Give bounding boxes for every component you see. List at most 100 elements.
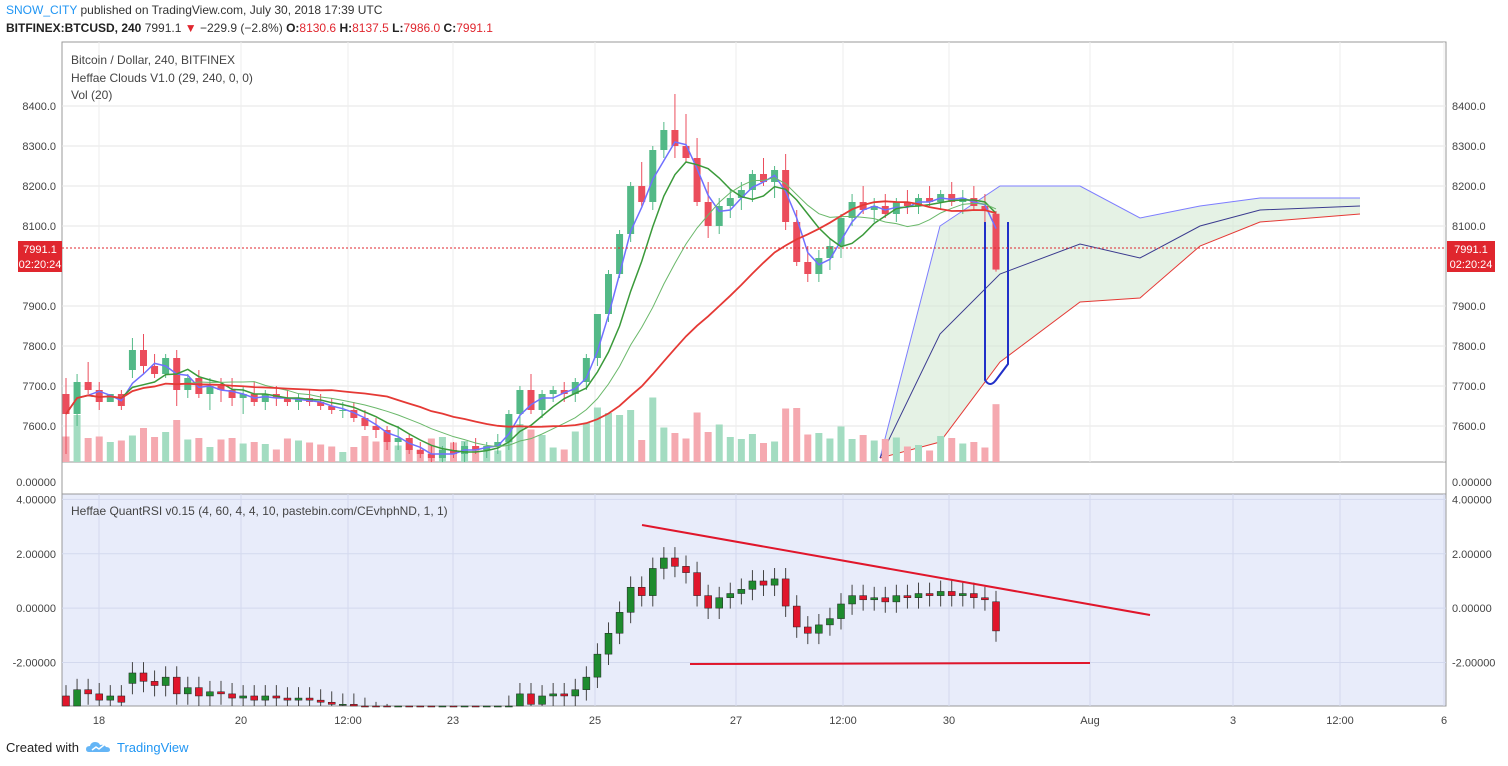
price-tick-right: 8100.0 bbox=[1452, 221, 1486, 233]
volume-bar bbox=[992, 404, 1000, 462]
rsi-candle bbox=[792, 595, 801, 638]
candle-body bbox=[427, 454, 435, 458]
rsi-candle bbox=[726, 582, 735, 609]
rsi-body bbox=[992, 601, 1000, 632]
rsi-candle bbox=[981, 586, 989, 611]
rsi-body bbox=[959, 593, 967, 596]
created-with-text: Created with bbox=[6, 739, 79, 755]
volume-bar bbox=[549, 447, 557, 462]
up-candle bbox=[593, 314, 601, 366]
open-value: 8130.6 bbox=[299, 21, 337, 35]
price-tick-left: 7600.0 bbox=[22, 421, 56, 433]
candle-body bbox=[660, 130, 668, 150]
volume-bar bbox=[760, 443, 767, 462]
candle-body bbox=[726, 198, 734, 206]
footer: Created with TradingView bbox=[6, 739, 189, 755]
volume-bar bbox=[638, 440, 646, 462]
candle-body bbox=[84, 382, 92, 390]
author-link[interactable]: SNOW_CITY bbox=[6, 3, 78, 17]
volume-bar bbox=[903, 446, 911, 462]
cloud-lower-line bbox=[879, 213, 1361, 459]
ma-red-line bbox=[65, 200, 997, 428]
legend-volume: Vol (20) bbox=[71, 88, 112, 102]
rsi-candle bbox=[881, 586, 890, 613]
left-price: 7991.1 bbox=[23, 244, 57, 256]
rsi-body bbox=[261, 695, 270, 701]
rsi-body bbox=[272, 695, 281, 699]
rsi-body bbox=[682, 566, 690, 573]
down-candle bbox=[416, 442, 424, 458]
price-tick-left: 7900.0 bbox=[22, 301, 56, 313]
rsi-body bbox=[582, 676, 591, 690]
candle-body bbox=[627, 186, 635, 234]
volume-bar bbox=[95, 436, 103, 462]
x-tick-label: 3 bbox=[1230, 715, 1236, 727]
rsi-body bbox=[604, 632, 613, 655]
rsi-candle bbox=[361, 697, 369, 708]
candle-body bbox=[693, 158, 701, 202]
rsi-body bbox=[981, 597, 989, 601]
rsi-body bbox=[671, 557, 679, 567]
rsi-body bbox=[62, 695, 70, 707]
price-tick-left: 7800.0 bbox=[22, 341, 56, 353]
price-tick-left: 8100.0 bbox=[22, 221, 56, 233]
rsi-candle bbox=[770, 568, 779, 597]
volume-bar bbox=[217, 439, 225, 462]
rsi-pane[interactable] bbox=[61, 493, 1447, 707]
rsi-candle bbox=[936, 580, 945, 607]
rsi-candle bbox=[505, 695, 513, 708]
rsi-body bbox=[217, 691, 225, 695]
rsi-body bbox=[460, 705, 469, 708]
legend-clouds: Heffae Clouds V1.0 (29, 240, 0, 0) bbox=[71, 71, 253, 85]
rsi-body bbox=[804, 626, 812, 634]
rsi-candle bbox=[184, 676, 192, 705]
high-value: 8137.5 bbox=[352, 21, 389, 35]
volume-bar bbox=[394, 445, 402, 462]
volume-bar bbox=[693, 412, 701, 462]
candle-body bbox=[317, 402, 325, 406]
rsi-body bbox=[560, 693, 568, 697]
up-candle bbox=[206, 378, 214, 410]
rsi-body bbox=[505, 705, 513, 708]
volume-bar bbox=[272, 449, 280, 462]
candle-body bbox=[505, 414, 513, 442]
x-tick-label: 25 bbox=[589, 715, 601, 727]
rsi-body bbox=[139, 672, 148, 682]
rsi-body bbox=[792, 605, 801, 628]
volume-bar bbox=[195, 438, 203, 462]
up-candle bbox=[549, 386, 557, 402]
rsi-support-line bbox=[689, 662, 1091, 665]
tradingview-link[interactable]: TradingView bbox=[116, 739, 189, 755]
rsi-body bbox=[726, 593, 735, 598]
rsi-body bbox=[405, 705, 413, 708]
price-pane[interactable] bbox=[61, 41, 1447, 463]
candle-body bbox=[948, 194, 956, 202]
candle-body bbox=[593, 314, 601, 358]
volume-bar bbox=[782, 408, 790, 462]
x-tick-label: 12:00 bbox=[1326, 715, 1354, 727]
rsi-candle bbox=[582, 666, 591, 701]
volume-bar bbox=[915, 445, 922, 462]
volume-bar bbox=[715, 424, 723, 462]
rsi-resistance-line bbox=[641, 524, 1151, 616]
rsi-body bbox=[903, 595, 912, 598]
rsi-body bbox=[925, 593, 934, 596]
separator-tick-right: 0.00000 bbox=[1452, 477, 1492, 489]
candle-body bbox=[782, 170, 790, 222]
cloud-upper-line bbox=[879, 185, 1360, 459]
down-candle bbox=[151, 354, 159, 378]
rsi-candle bbox=[383, 703, 391, 708]
x-tick-label: 27 bbox=[730, 715, 742, 727]
up-candle bbox=[494, 434, 502, 454]
rsi-body bbox=[494, 705, 502, 708]
volume-bar bbox=[372, 441, 380, 462]
candle-body bbox=[870, 206, 878, 210]
legend-rsi: Heffae QuantRSI v0.15 (4, 60, 4, 4, 10, … bbox=[71, 504, 448, 518]
heffae-clouds bbox=[879, 185, 1361, 459]
volume-bar bbox=[704, 432, 712, 462]
rsi-candle bbox=[715, 586, 723, 620]
close-label: C: bbox=[443, 21, 457, 35]
hand-drawn-bracket bbox=[984, 222, 1009, 385]
candle-body bbox=[217, 386, 225, 390]
